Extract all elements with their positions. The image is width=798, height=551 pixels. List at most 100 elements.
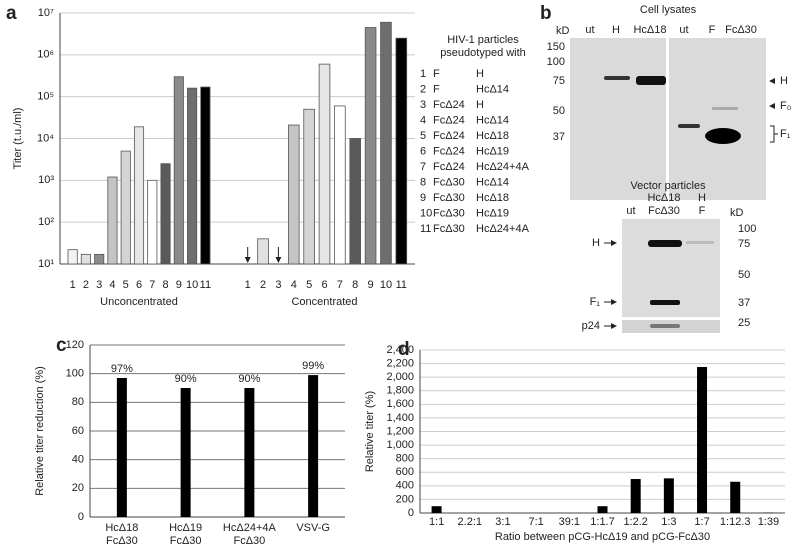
legend-text: 10	[420, 207, 432, 219]
bar	[244, 388, 255, 517]
legend-title: pseudotyped with	[440, 47, 526, 59]
panel-label: d	[398, 339, 410, 360]
x-tick-label: HcΔ19	[169, 522, 202, 534]
bar	[395, 37, 408, 265]
x-tick-label: 1:2.2	[623, 516, 647, 528]
bar	[187, 87, 198, 265]
x-tick-label: 11	[200, 279, 211, 291]
bar	[630, 479, 641, 513]
blot-bottom: Vector particles ut HcΔ18 FcΔ30 H F kD 1…	[582, 180, 756, 333]
legend-text: HcΔ19	[476, 145, 509, 157]
band-label: H	[780, 75, 788, 87]
x-tick-label: 1:1.7	[590, 516, 614, 528]
bar	[173, 76, 184, 265]
legend-text: HcΔ18	[476, 192, 509, 204]
lane-label: FcΔ30	[725, 24, 757, 36]
band	[604, 76, 630, 80]
legend-text: F	[433, 83, 440, 95]
group-label: Unconcentrated	[100, 296, 178, 308]
y-tick-label: 40	[72, 454, 84, 466]
bar	[180, 388, 191, 517]
bar	[67, 249, 78, 265]
band-label: p24	[582, 320, 600, 332]
lane-label: ut	[679, 24, 688, 36]
x-tick-label: 1:39	[758, 516, 779, 528]
marker-label: 100	[547, 56, 565, 68]
legend-text: 5	[420, 130, 426, 142]
band	[648, 240, 682, 247]
y-tick-label: 10²	[38, 216, 54, 228]
bar	[80, 253, 91, 265]
marker-label: 25	[738, 317, 750, 329]
band-label: H	[592, 237, 600, 249]
legend-text: HcΔ24+4A	[476, 223, 530, 235]
y-tick-label: 10³	[38, 174, 54, 186]
x-tick-label: 1:3	[661, 516, 676, 528]
bar	[697, 366, 708, 513]
y-tick-label: 10⁷	[38, 7, 54, 19]
marker-label: 75	[738, 238, 750, 250]
x-tick-label: 2	[260, 279, 266, 291]
y-tick-label: 2,400	[386, 344, 414, 356]
legend-text: FcΔ30	[433, 223, 465, 235]
bar	[364, 27, 377, 265]
y-axis-label: Relative titer (%)	[364, 391, 376, 472]
band	[650, 324, 680, 328]
band-label: F₁	[780, 128, 791, 140]
legend-text: HcΔ14	[476, 114, 509, 126]
x-tick-label: 7:1	[528, 516, 543, 528]
legend-text: HcΔ14	[476, 83, 509, 95]
x-tick-label: 3:1	[495, 516, 510, 528]
y-tick-label: 1,400	[386, 412, 414, 424]
x-tick-label: 7	[149, 279, 155, 291]
legend-text: 3	[420, 99, 426, 111]
value-label: 90%	[175, 373, 197, 385]
lane-label: HcΔ18	[633, 24, 666, 36]
lane-label: F	[709, 24, 716, 36]
lane-label: ut	[585, 24, 594, 36]
x-tick-label: 8	[162, 279, 168, 291]
lane-label: H	[698, 192, 706, 204]
blot-divider	[666, 38, 669, 200]
panel-label: a	[6, 3, 17, 24]
x-axis-label: Ratio between pCG-HcΔ19 and pCG-FcΔ30	[495, 531, 710, 543]
bar	[431, 506, 442, 513]
y-tick-label: 20	[72, 482, 84, 494]
marker-label: 50	[738, 269, 750, 281]
x-tick-label: 6	[136, 279, 142, 291]
bar	[107, 176, 118, 265]
legend-text: 11	[420, 223, 431, 235]
y-tick-label: 80	[72, 396, 84, 408]
marker-label: 37	[553, 131, 565, 143]
x-tick-label: HcΔ18	[105, 522, 138, 534]
lane-label: HcΔ18	[647, 192, 680, 204]
x-tick-label: 1:12.3	[720, 516, 751, 528]
band	[712, 107, 738, 110]
legend-text: FcΔ30	[433, 192, 465, 204]
x-tick-label: 7	[337, 279, 343, 291]
band-bracket	[770, 125, 778, 143]
bar	[303, 108, 315, 265]
y-tick-label: 10¹	[38, 258, 54, 270]
value-label: 99%	[302, 360, 324, 372]
bar	[663, 478, 674, 513]
x-tick-label: 1	[70, 279, 76, 291]
y-tick-label: 1,200	[386, 425, 414, 437]
bar	[380, 21, 392, 265]
band	[650, 300, 680, 305]
value-label: 97%	[111, 363, 133, 375]
blot-unit: kD	[730, 207, 744, 219]
x-tick-label: FcΔ30	[170, 535, 202, 547]
x-tick-label: 39:1	[559, 516, 580, 528]
y-tick-label: 600	[396, 466, 414, 478]
y-axis-label: Titer (t.u./ml)	[12, 108, 24, 170]
x-tick-label: 2.2:1	[458, 516, 482, 528]
band	[678, 124, 700, 128]
bar	[318, 63, 331, 265]
bar	[730, 481, 741, 513]
x-tick-label: FcΔ30	[106, 535, 138, 547]
y-axis-label: Relative titer reduction (%)	[34, 366, 46, 496]
x-tick-label: 10	[186, 279, 198, 291]
x-tick-label: 11	[396, 279, 407, 291]
